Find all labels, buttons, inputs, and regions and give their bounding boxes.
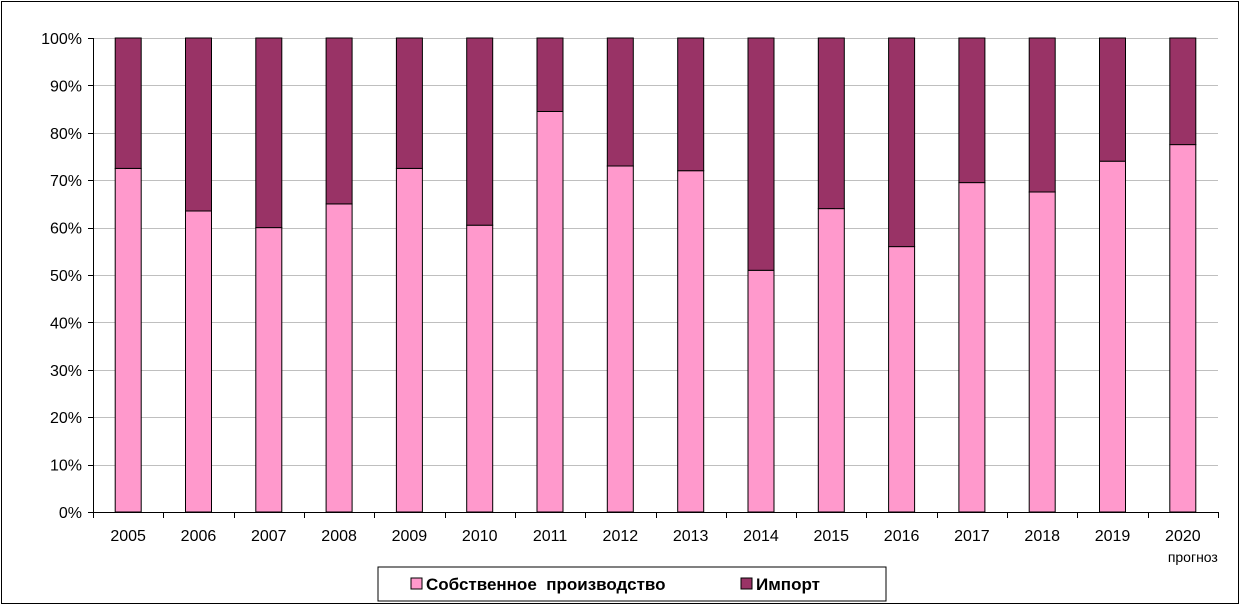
bar-own-production-2011 xyxy=(536,111,564,513)
bar-own-production-2006 xyxy=(185,210,212,513)
x-tick-label: 2013 xyxy=(673,528,709,545)
bar-import-2006 xyxy=(185,37,212,212)
bar-import-2013 xyxy=(677,37,705,172)
bar-own-production-2012 xyxy=(606,165,634,513)
y-tick-label: 50% xyxy=(50,268,82,285)
bar-own-production-2020 xyxy=(1169,144,1197,513)
bar-own-production-2008 xyxy=(325,203,353,513)
bar-own-production-2013 xyxy=(677,170,705,513)
x-tick-label: 2017 xyxy=(954,528,990,545)
bar-own-production-2005 xyxy=(114,167,142,513)
bar-import-2019 xyxy=(1099,37,1126,162)
bar-import-2012 xyxy=(606,37,634,167)
bar-import-2020 xyxy=(1169,37,1197,146)
y-tick-label: 20% xyxy=(50,410,82,427)
x-tick-label: 2019 xyxy=(1095,528,1131,545)
y-tick-label: 100% xyxy=(41,31,82,48)
bar-own-production-2010 xyxy=(466,224,494,513)
y-tick-label: 40% xyxy=(50,315,82,332)
x-tick-label: 2014 xyxy=(743,528,779,545)
x-tick-label: 2005 xyxy=(110,528,146,545)
bar-import-2009 xyxy=(395,37,423,169)
x-tick-sublabel: прогноз xyxy=(1168,549,1218,565)
x-tick-label: 2012 xyxy=(603,528,639,545)
legend-label-own-production: Собственное производство xyxy=(426,575,666,594)
y-tick-label: 80% xyxy=(50,126,82,143)
bar-import-2010 xyxy=(466,37,494,226)
bar-import-2018 xyxy=(1028,37,1056,193)
y-tick-label: 30% xyxy=(50,363,82,380)
x-tick-label: 2008 xyxy=(321,528,357,545)
x-tick-label: 2006 xyxy=(181,528,217,545)
bar-own-production-2009 xyxy=(395,167,423,513)
bar-own-production-2017 xyxy=(958,182,986,513)
bar-import-2008 xyxy=(325,37,353,205)
legend-box xyxy=(377,566,887,602)
legend-swatch-import xyxy=(740,577,753,590)
bar-import-2007 xyxy=(255,37,283,229)
y-tick-label: 60% xyxy=(50,221,82,238)
x-tick-label: 2018 xyxy=(1024,528,1060,545)
bar-import-2017 xyxy=(958,37,986,184)
bar-own-production-2018 xyxy=(1028,191,1056,513)
y-tick-label: 0% xyxy=(59,505,82,522)
bar-import-2016 xyxy=(888,37,916,248)
bar-import-2015 xyxy=(817,37,845,210)
bar-own-production-2014 xyxy=(747,269,775,513)
y-tick-label: 10% xyxy=(50,458,82,475)
x-tick-label: 2011 xyxy=(533,528,568,545)
bar-import-2011 xyxy=(536,37,564,112)
axes xyxy=(88,38,1219,518)
bar-import-2014 xyxy=(747,37,775,271)
x-tick-label: 2015 xyxy=(813,528,849,545)
x-tick-label: 2009 xyxy=(392,528,428,545)
x-tick-label: 2007 xyxy=(251,528,287,545)
bar-own-production-2019 xyxy=(1099,160,1126,513)
bar-import-2005 xyxy=(114,37,142,169)
x-tick-label: 2020 xyxy=(1165,528,1201,545)
x-tick-label: 2010 xyxy=(462,528,498,545)
bar-own-production-2015 xyxy=(817,208,845,513)
y-tick-label: 70% xyxy=(50,173,82,190)
legend-label-import: Импорт xyxy=(756,575,820,594)
x-axis-tick-labels: 2005 2006 2007 2008 2009 2010 2011 2012 2013 2014… xyxy=(110,528,1218,565)
y-tick-label: 90% xyxy=(50,78,82,95)
y-axis-tick-labels: 0% 10% 20% 30% 40% 50% 60% 70% 80% 90% 100% xyxy=(41,31,82,522)
bar-own-production-2016 xyxy=(888,246,916,513)
legend: Собственное производство Импорт xyxy=(377,566,887,602)
legend-swatch-own-production xyxy=(410,577,423,590)
bar-own-production-2007 xyxy=(255,227,283,513)
x-tick-label: 2016 xyxy=(884,528,920,545)
